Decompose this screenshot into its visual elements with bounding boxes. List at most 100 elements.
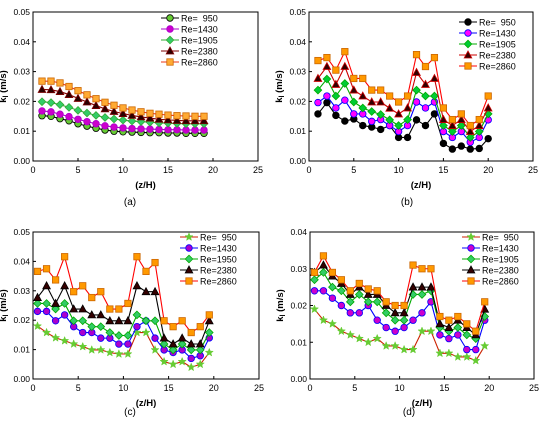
data-point (332, 111, 340, 120)
data-point (73, 105, 83, 115)
data-point (399, 308, 409, 317)
data-point (42, 307, 51, 316)
data-point (386, 92, 394, 100)
data-point (376, 97, 386, 106)
data-point (51, 298, 61, 307)
data-point (164, 111, 172, 119)
data-point (87, 344, 97, 354)
x-tick-label: 5 (352, 383, 357, 393)
data-point (480, 341, 490, 350)
y-tick-label: 0.01 (13, 345, 30, 355)
data-point (435, 319, 445, 328)
y-tick-label: 0.03 (290, 264, 307, 274)
data-point (109, 114, 119, 124)
data-point (403, 133, 412, 142)
data-point (390, 341, 400, 350)
legend-label: Re= 950 (479, 18, 516, 28)
legend-label: Re=2380 (479, 51, 516, 61)
data-point (64, 89, 74, 98)
data-point (466, 145, 474, 153)
data-point (82, 108, 92, 118)
legend-label: Re=2860 (479, 62, 516, 72)
data-point (168, 339, 178, 348)
data-point (412, 98, 421, 106)
data-point (400, 323, 408, 332)
legend-marker (166, 25, 174, 33)
data-point (191, 112, 199, 120)
y-axis-label-unit: (m/s) (0, 289, 9, 314)
data-point (349, 97, 359, 107)
series-1 (314, 98, 492, 153)
data-point (110, 123, 118, 131)
legend-marker (464, 18, 472, 26)
series-4 (37, 84, 209, 125)
data-point (159, 333, 169, 342)
data-point (399, 344, 409, 354)
data-point (381, 341, 391, 350)
data-point (118, 115, 128, 125)
legend-marker (185, 277, 193, 285)
data-point (318, 315, 329, 325)
data-point (127, 116, 137, 126)
data-point (417, 290, 427, 299)
data-point (314, 56, 322, 65)
legend-marker (466, 265, 476, 274)
data-point (150, 286, 160, 296)
data-point (187, 354, 195, 363)
data-point (60, 280, 70, 290)
data-point (391, 327, 399, 335)
legend-marker (165, 35, 175, 45)
data-point (403, 92, 412, 100)
data-point (483, 103, 493, 112)
y-axis-label: kl (m/s) (0, 289, 10, 322)
chart-panel-3: 0 5 10 15 20 25 0.00 0.01 0.02 0.03 0.04 0.05 (z/H) k… (0, 227, 264, 418)
data-point (42, 265, 51, 273)
data-point (358, 91, 368, 100)
data-point (373, 316, 381, 324)
legend-marker (463, 39, 473, 49)
data-point (418, 265, 426, 273)
data-point (448, 145, 457, 153)
data-point (314, 110, 322, 118)
data-point (331, 79, 341, 88)
data-point (119, 104, 127, 112)
data-point (427, 265, 435, 273)
y-tick-label: 0.00 (289, 156, 306, 166)
x-tick-label: 15 (438, 165, 448, 175)
data-point (74, 87, 82, 95)
x-axis-label: (z/H) (135, 180, 156, 191)
data-point (376, 125, 385, 134)
panel-label: (b) (401, 197, 413, 208)
legend-label: Re=2380 (181, 47, 218, 57)
data-point (355, 279, 363, 288)
data-point (96, 310, 106, 319)
data-point (195, 339, 205, 348)
data-point (177, 339, 187, 349)
data-point (83, 117, 91, 126)
y-axis-label-main: k (274, 97, 285, 103)
panel-label: (a) (124, 197, 136, 208)
data-point (457, 142, 466, 150)
data-point (155, 110, 163, 118)
legend-label: Re=1950 (200, 255, 237, 265)
data-point (127, 110, 137, 119)
data-point (205, 311, 213, 319)
data-point (141, 286, 151, 296)
series-5 (310, 252, 489, 335)
data-point (100, 104, 110, 113)
data-point (350, 74, 358, 83)
data-point (381, 308, 391, 318)
data-point (364, 285, 372, 293)
x-tick-label: 20 (484, 383, 494, 393)
data-point (358, 103, 368, 113)
data-point (137, 125, 145, 133)
data-point (168, 359, 178, 369)
data-point (436, 312, 444, 321)
data-point (151, 334, 159, 342)
legend-marker (466, 254, 476, 264)
data-point (363, 337, 373, 347)
legend-label: Re=2860 (200, 277, 237, 287)
data-point (453, 352, 463, 361)
data-point (363, 297, 373, 307)
